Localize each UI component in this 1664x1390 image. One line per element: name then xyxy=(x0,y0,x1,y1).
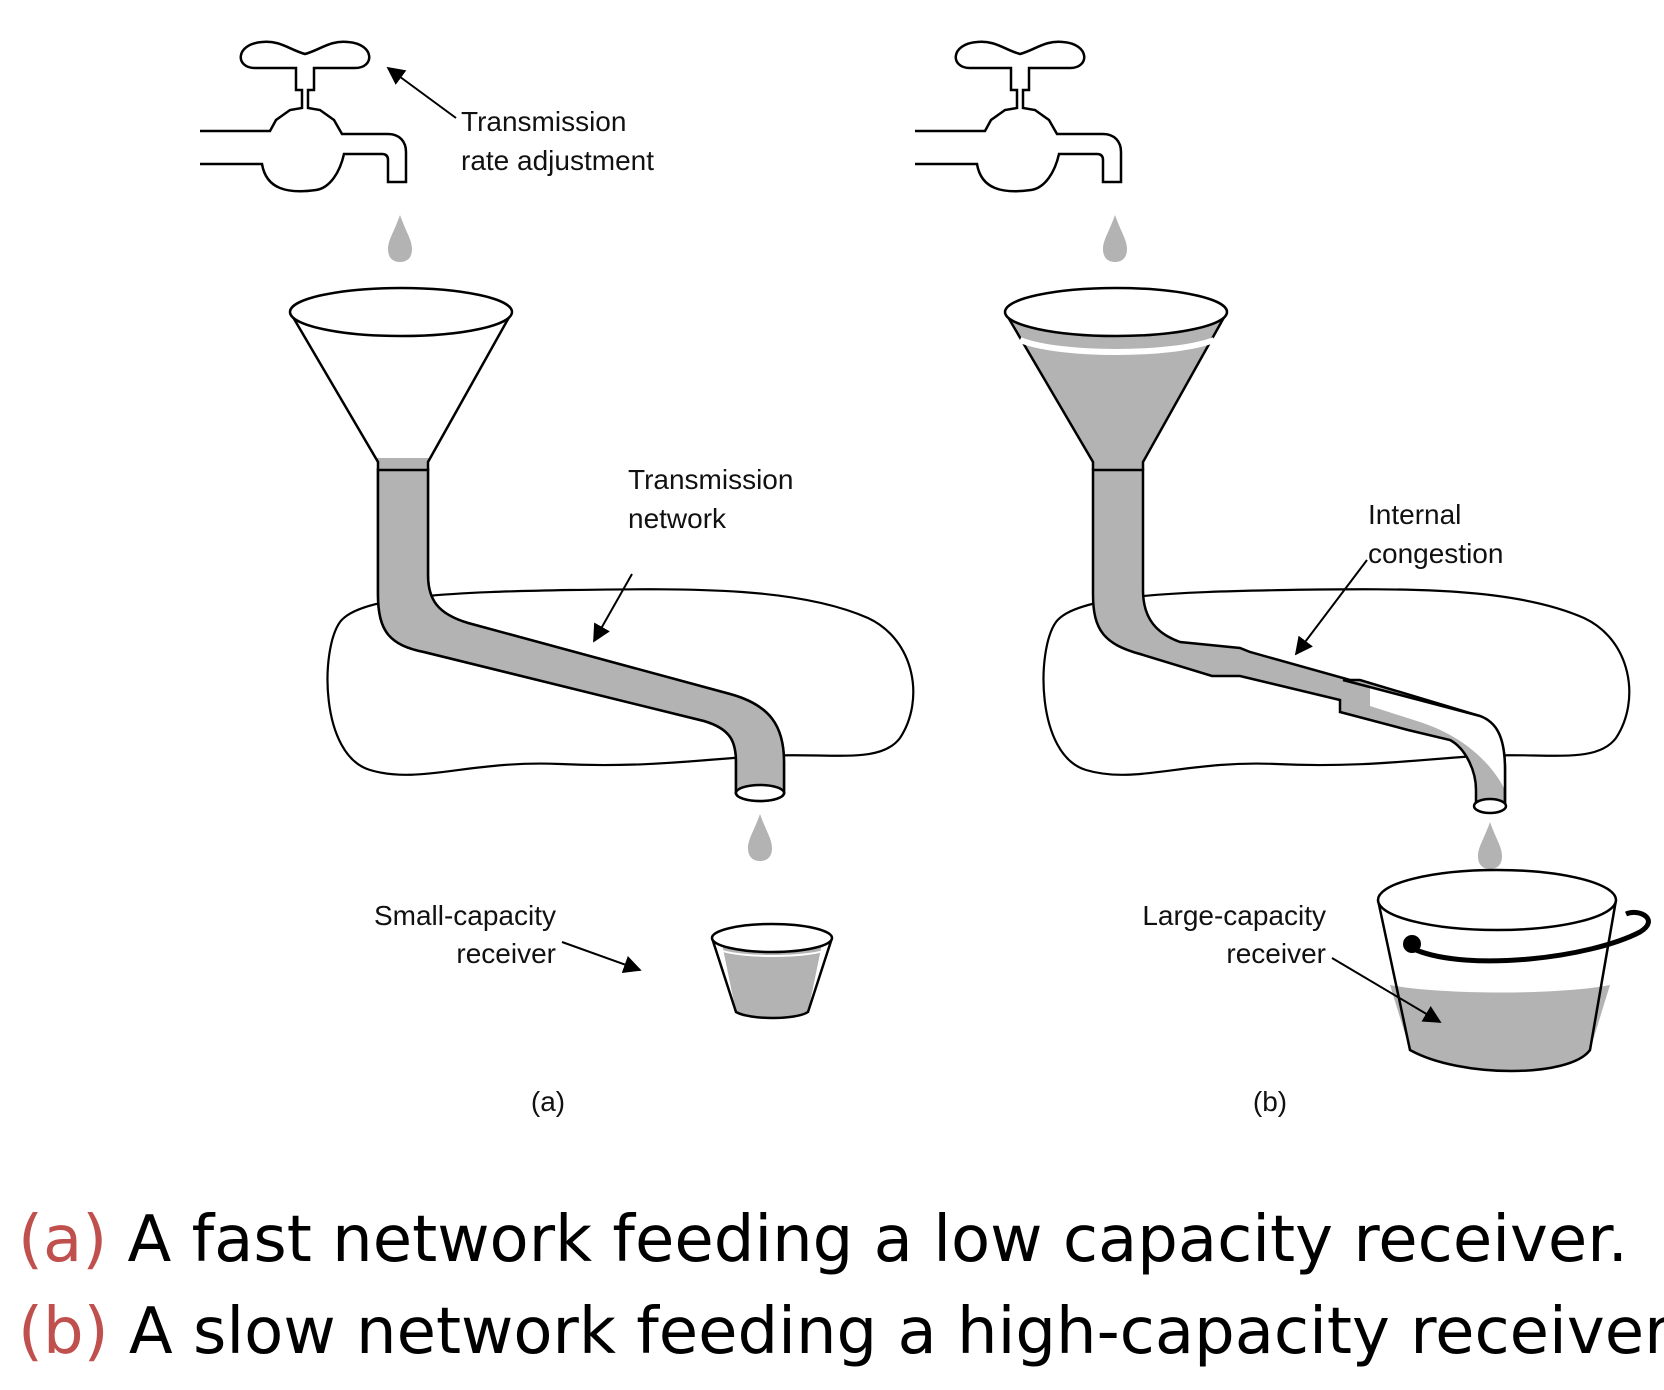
caption-b-text: A slow network feeding a high-capacity r… xyxy=(108,1295,1664,1369)
panel-b-label: (b) xyxy=(1253,1086,1287,1117)
network-cloud-a xyxy=(326,588,915,776)
label-congestion-line2: congestion xyxy=(1368,538,1503,569)
faucet-a-icon xyxy=(200,40,408,193)
funnel-a xyxy=(288,286,514,470)
pipe-b-outlet xyxy=(1472,797,1508,815)
arrow-congestion xyxy=(1294,559,1368,656)
panel-b: Internal congestion Large-capacity recei… xyxy=(915,40,1651,1117)
faucet-b-icon xyxy=(915,40,1123,193)
drop-b-bottom xyxy=(1478,822,1502,869)
label-large-receiver-line1: Large-capacity xyxy=(1142,900,1326,931)
funnel-b xyxy=(1003,286,1229,470)
caption-a-tag: (a) xyxy=(18,1203,108,1277)
drop-b-top xyxy=(1103,215,1127,262)
arrow-small-receiver xyxy=(561,941,642,973)
label-network-line1: Transmission xyxy=(628,464,793,495)
label-congestion-line1: Internal xyxy=(1368,499,1461,530)
caption-a: (a) A fast network feeding a low capacit… xyxy=(18,1208,1628,1272)
pipe-b-empty-segment xyxy=(1370,686,1505,790)
caption-b: (b) A slow network feeding a high-capaci… xyxy=(18,1300,1664,1364)
label-small-receiver-line2: receiver xyxy=(456,938,556,969)
label-network-line2: network xyxy=(628,503,727,534)
arrow-large-receiver xyxy=(1331,957,1442,1023)
label-rate-adjustment-line2: rate adjustment xyxy=(461,145,654,176)
label-large-receiver-line2: receiver xyxy=(1226,938,1326,969)
large-receiver-bucket-icon xyxy=(1376,868,1651,1073)
drop-a-bottom xyxy=(748,814,772,861)
arrow-rate-adjustment xyxy=(386,66,457,119)
panel-a-label: (a) xyxy=(531,1086,565,1117)
arrow-network xyxy=(593,573,633,643)
drop-a-top xyxy=(388,215,412,262)
label-small-receiver-line1: Small-capacity xyxy=(374,900,556,931)
panel-a: Transmission rate adjustment Transmissio… xyxy=(200,40,915,1117)
caption-a-text: A fast network feeding a low capacity re… xyxy=(107,1203,1629,1277)
caption-b-tag: (b) xyxy=(18,1295,109,1369)
small-receiver-cup-icon xyxy=(710,922,834,1020)
network-cloud-b xyxy=(1042,588,1631,776)
label-rate-adjustment-line1: Transmission xyxy=(461,106,626,137)
